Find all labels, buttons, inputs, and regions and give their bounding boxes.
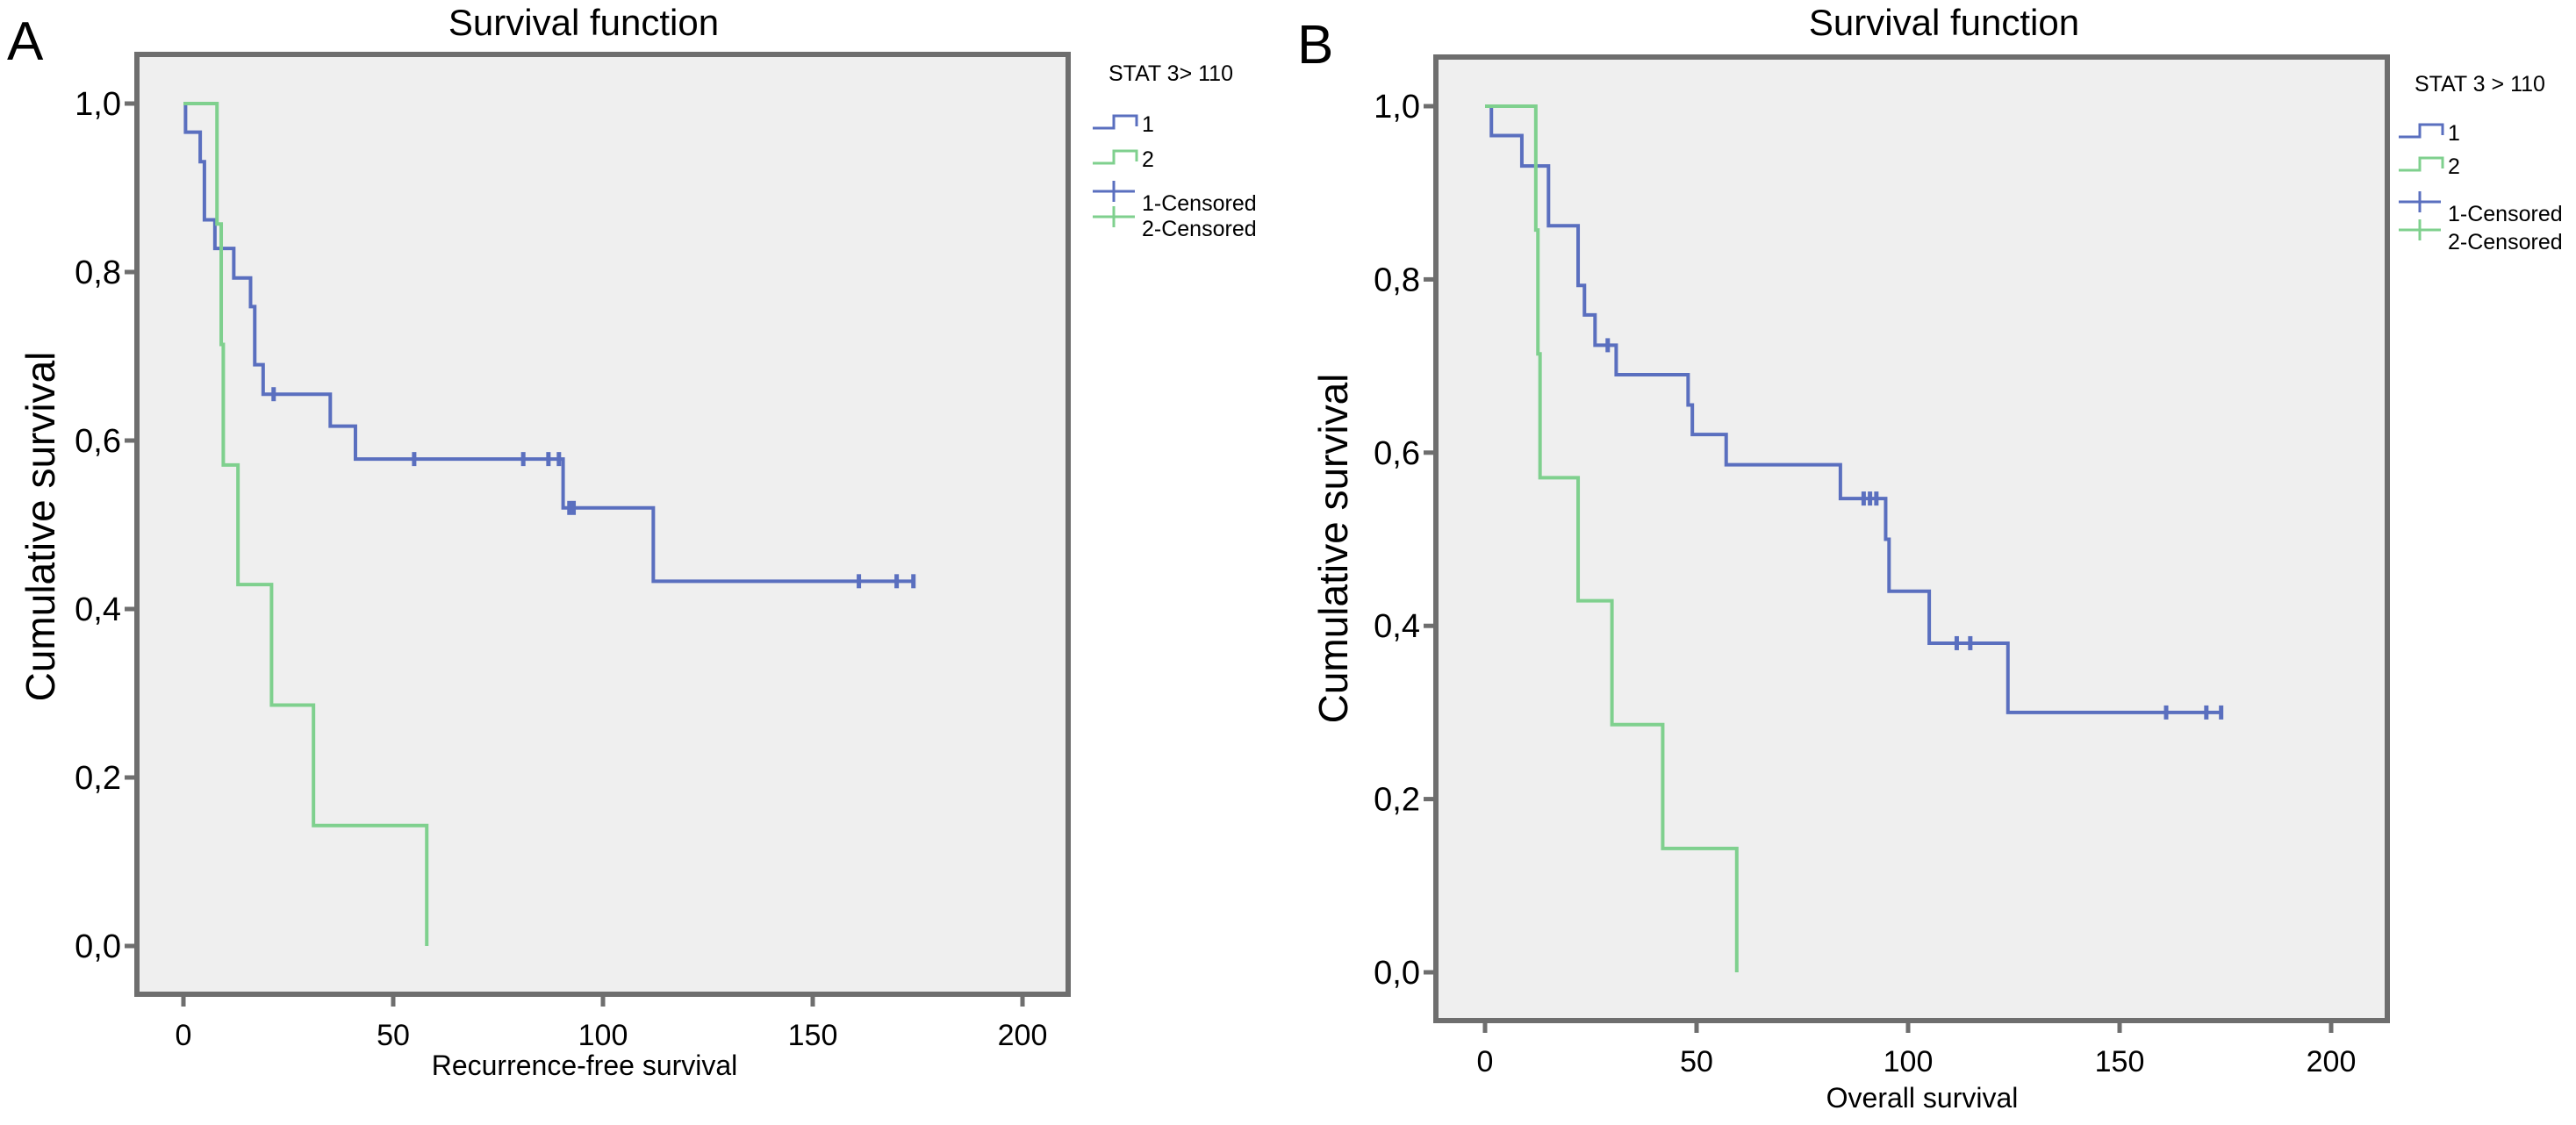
legend-censor-icon [1093, 181, 1135, 202]
x-tick-label: 0 [176, 1019, 192, 1052]
y-tick-label: 0,6 [1374, 435, 1420, 472]
y-tick-label: 0,2 [1374, 782, 1420, 819]
y-axis-label: Cumulative survival [18, 352, 63, 702]
legend: STAT 3 > 110 1 2 1-Censored 2-Censored [2399, 72, 2563, 254]
legend-censor-icon [1093, 206, 1135, 227]
y-tick-label: 0,0 [75, 928, 121, 965]
x-tick-label: 100 [1884, 1045, 1934, 1078]
legend-entry: 2-Censored [1142, 217, 1257, 241]
panel-label: B [1297, 15, 1333, 75]
y-axis-label: Cumulative survival [1310, 374, 1356, 724]
y-tick-label: 1,0 [75, 86, 121, 123]
survival-curve-group-2 [1485, 104, 1739, 972]
legend-step-icon [1093, 114, 1138, 130]
y-tick-label: 0,6 [75, 423, 121, 460]
x-tick-label: 0 [1477, 1045, 1494, 1078]
legend-censor-icon [2399, 191, 2441, 212]
legend-title: STAT 3 > 110 [2415, 72, 2545, 97]
x-tick-label: 100 [578, 1019, 628, 1052]
x-axis-label: Recurrence-free survival [432, 1050, 738, 1081]
plot-area [134, 52, 1071, 997]
legend-step-icon [2399, 156, 2444, 172]
legend-entry: 2 [2448, 154, 2460, 179]
y-tick-label: 0,4 [1374, 608, 1420, 645]
legend-entry: 1 [1142, 112, 1154, 137]
x-tick-label: 150 [2095, 1045, 2145, 1078]
legend-title: STAT 3> 110 [1109, 61, 1233, 86]
y-tick-label: 0,8 [75, 254, 121, 291]
y-tick-label: 0,4 [75, 591, 121, 628]
legend-censor-icon [2399, 219, 2441, 240]
legend-entry: 1 [2448, 121, 2460, 146]
chart-title: Survival function [448, 2, 719, 43]
y-tick-label: 0,2 [75, 760, 121, 797]
legend-entry: 2-Censored [2448, 230, 2563, 254]
panel-a: A Survival function Cumulative survival Rec… [7, 2, 1257, 1081]
x-tick-label: 50 [377, 1019, 410, 1052]
chart-title: Survival function [1809, 2, 2079, 43]
legend-step-icon [2399, 123, 2444, 139]
legend-entry: 1-Censored [2448, 202, 2563, 226]
x-tick-label: 50 [1680, 1045, 1713, 1078]
y-tick-label: 1,0 [1374, 89, 1420, 125]
y-tick-label: 0,0 [1374, 955, 1420, 992]
x-tick-label: 200 [998, 1019, 1048, 1052]
legend-entry: 2 [1142, 147, 1154, 172]
legend-entry: 1-Censored [1142, 191, 1257, 216]
x-tick-label: 200 [2307, 1045, 2357, 1078]
survival-curve-group-1 [1485, 104, 2221, 714]
plot-area [1433, 54, 2390, 1023]
survival-curve-group-1 [183, 102, 914, 584]
panel-label: A [7, 11, 44, 72]
y-tick-label: 0,8 [1374, 262, 1420, 298]
x-tick-label: 150 [788, 1019, 838, 1052]
x-axis-label: Overall survival [1826, 1082, 2019, 1114]
panel-b: B Survival function Cumulative survival Ove… [1297, 2, 2563, 1114]
legend-step-icon [1093, 149, 1138, 165]
survival-curve-group-2 [183, 102, 429, 946]
